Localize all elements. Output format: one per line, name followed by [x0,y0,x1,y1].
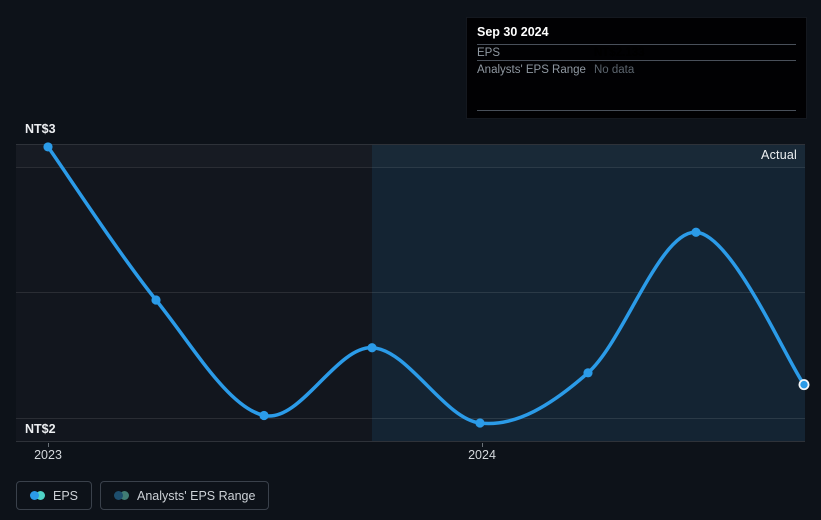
tooltip-divider [477,44,796,45]
tooltip: Sep 30 2024 EPS NT$2.133 Analysts' EPS R… [466,17,807,119]
gridline-nt2 [16,418,805,419]
tooltip-range-label: Analysts' EPS Range [477,64,586,76]
eps-data-point[interactable] [43,142,53,152]
legend-eps-toggle[interactable]: EPS [16,481,93,510]
legend-analysts-range-toggle[interactable]: Analysts' EPS Range [100,481,270,510]
tooltip-eps-value: NT$2.133 [594,47,645,59]
y-axis-label-top: NT$3 [25,122,56,136]
gridline-nt3 [16,167,805,168]
analysts-range-series-icon [114,491,130,500]
gridline-mid [16,292,805,293]
eps-data-point-selected[interactable] [798,379,810,391]
tooltip-eps-label: EPS [477,47,501,59]
tooltip-range-value: No data [594,64,635,76]
eps-series-icon [30,491,45,500]
x-tick-2024 [482,443,483,447]
x-axis-label-2023: 2023 [34,448,62,462]
x-axis-label-2024: 2024 [468,448,496,462]
eps-data-point[interactable] [151,295,161,305]
tooltip-divider [477,110,796,111]
legend-eps-label: EPS [53,488,79,503]
eps-data-point[interactable] [259,410,269,421]
legend: EPS Analysts' EPS Range [16,481,270,510]
y-axis-label-bottom: NT$2 [25,422,56,436]
legend-analysts-range-label: Analysts' EPS Range [137,488,256,503]
tooltip-divider [477,60,796,61]
actual-region-shade [372,145,805,441]
actual-label: Actual [761,148,797,162]
eps-data-point[interactable] [583,368,593,378]
eps-data-point[interactable] [691,227,701,237]
actual-band: Actual [16,145,805,167]
x-tick-2023 [48,443,49,447]
eps-data-point[interactable] [367,343,377,353]
eps-data-point[interactable] [475,418,485,428]
tooltip-date: Sep 30 2024 [477,25,549,39]
eps-line-svg[interactable] [16,142,810,443]
chart-plot-area[interactable]: Actual [16,142,810,447]
eps-line [46,145,806,426]
